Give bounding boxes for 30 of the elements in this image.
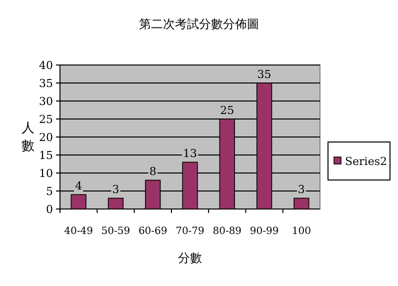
data-label: 3: [298, 183, 305, 196]
y-tick-label: 35: [39, 77, 53, 90]
bar: [294, 198, 310, 210]
x-tick-label: 70-79: [176, 226, 204, 237]
y-tick-label: 40: [39, 59, 53, 72]
bar: [108, 198, 124, 210]
data-label: 25: [220, 104, 234, 117]
data-label: 8: [149, 165, 156, 178]
x-tick-label: 90-99: [250, 226, 279, 237]
x-axis-title: 分數: [178, 251, 202, 265]
y-axis-title: 人數: [22, 121, 34, 154]
y-tick-label: 25: [39, 113, 53, 126]
legend-label: Series2: [345, 155, 387, 168]
x-tick-label: 50-59: [101, 226, 130, 237]
data-label: 35: [257, 68, 272, 81]
data-label: 3: [112, 183, 120, 196]
x-tick-label: 80-89: [212, 226, 242, 237]
data-label: 13: [183, 147, 197, 160]
x-tick-label: 60-69: [138, 226, 168, 237]
y-tick-label: 0: [46, 203, 53, 216]
chart-title: 第二次考試分數分佈圖: [139, 17, 259, 31]
y-tick-label: 20: [39, 131, 53, 144]
data-label: 4: [75, 180, 82, 193]
bar: [70, 194, 86, 210]
x-tick-label: 100: [292, 226, 311, 237]
y-tick-label: 5: [46, 185, 53, 198]
x-tick-label: 40-49: [64, 226, 93, 237]
y-tick-label: 10: [39, 167, 53, 180]
y-tick-label: 15: [39, 149, 53, 162]
y-tick-label: 30: [39, 95, 53, 108]
